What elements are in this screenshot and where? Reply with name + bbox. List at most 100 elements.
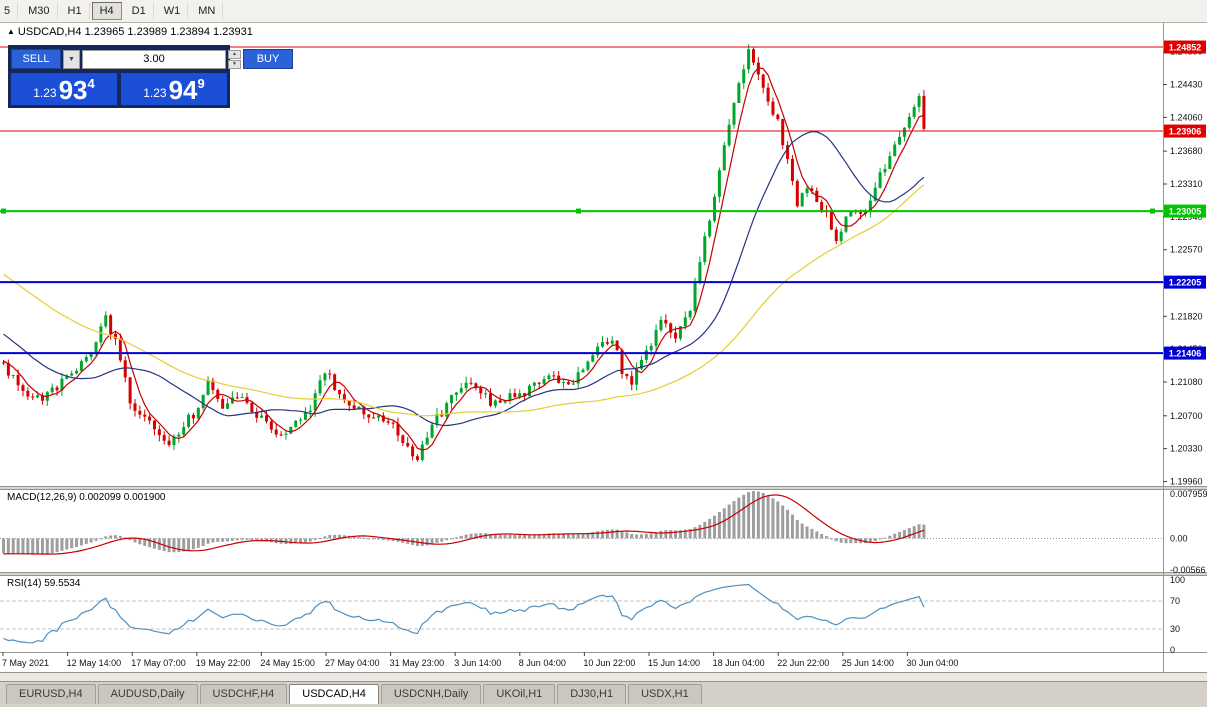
svg-text:1.20330: 1.20330 <box>1170 444 1203 454</box>
rsi-line <box>3 583 925 644</box>
price-chart[interactable]: 1.248001.244301.240601.236801.233101.229… <box>0 22 1207 672</box>
svg-text:24 May 15:00: 24 May 15:00 <box>260 658 315 668</box>
macd-signal-line <box>3 494 925 555</box>
chart-ohlc-header: ▲ USDCAD,H4 1.23965 1.23989 1.23894 1.239… <box>7 26 253 38</box>
one-click-collapse-icon[interactable]: ▲ <box>7 27 15 36</box>
sell-price-prefix: 1.23 <box>33 86 57 100</box>
svg-text:70: 70 <box>1170 596 1180 606</box>
timeframe-button-h4[interactable]: H4 <box>91 2 122 20</box>
svg-text:1.22205: 1.22205 <box>1169 278 1202 288</box>
tab-usdxh1[interactable]: USDX,H1 <box>628 684 702 704</box>
svg-text:30 Jun 04:00: 30 Jun 04:00 <box>906 658 958 668</box>
svg-text:1.24060: 1.24060 <box>1170 112 1203 122</box>
time-scale[interactable]: 7 May 2021 12 May 14:00 17 May 07:00 19 May… <box>2 652 958 668</box>
tab-usdcadh4[interactable]: USDCAD,H4 <box>289 684 379 704</box>
svg-text:10 Jun 22:00: 10 Jun 22:00 <box>583 658 635 668</box>
timeframe-button-m30[interactable]: M30 <box>20 2 58 20</box>
hline-handle <box>576 208 581 214</box>
tab-usdchfh4[interactable]: USDCHF,H4 <box>199 684 288 704</box>
sell-button[interactable]: SELL <box>11 49 61 69</box>
hline-handle <box>1150 208 1155 214</box>
hline-1.23005[interactable] <box>0 208 1163 214</box>
ohlc-low: 1.23894 <box>170 26 210 38</box>
svg-text:1.23310: 1.23310 <box>1170 179 1203 189</box>
price-tag-1.23906: 1.23906 <box>1164 124 1206 138</box>
ma-line-55 <box>3 184 925 417</box>
tab-usdcnhdaily[interactable]: USDCNH,Daily <box>380 684 482 704</box>
volume-up-icon[interactable]: ▲ <box>228 49 241 59</box>
svg-text:1.23005: 1.23005 <box>1169 207 1202 217</box>
chart-symbol-period: USDCAD,H4 <box>17 26 82 38</box>
timeframe-button-h1[interactable]: H1 <box>60 2 90 20</box>
timeframe-toolbar: 5 M30 H1 H4 D1 W1 MN <box>0 0 1207 23</box>
buy-price-big: 94 <box>168 75 198 105</box>
svg-text:17 May 07:00: 17 May 07:00 <box>131 658 186 668</box>
buy-price-box[interactable]: 1.23 94 9 <box>121 73 227 105</box>
hline-handle <box>1 208 6 214</box>
sell-price-box[interactable]: 1.23 93 4 <box>11 73 117 105</box>
ohlc-high: 1.23989 <box>127 26 168 38</box>
tab-audusddaily[interactable]: AUDUSD,Daily <box>97 684 198 704</box>
svg-text:12 May 14:00: 12 May 14:00 <box>67 658 122 668</box>
sell-price-big: 93 <box>58 75 88 105</box>
chart-background <box>0 22 1207 672</box>
svg-text:1.23906: 1.23906 <box>1169 127 1202 137</box>
macd-signal-value: 0.001900 <box>123 492 166 503</box>
svg-text:0.007959: 0.007959 <box>1170 489 1207 499</box>
ohlc-open: 1.23965 <box>84 26 125 38</box>
price-tag-1.23005: 1.23005 <box>1164 204 1206 218</box>
svg-text:1.23680: 1.23680 <box>1170 146 1203 156</box>
svg-text:15 Jun 14:00: 15 Jun 14:00 <box>648 658 700 668</box>
svg-text:27 May 04:00: 27 May 04:00 <box>325 658 380 668</box>
svg-text:1.22570: 1.22570 <box>1170 245 1203 255</box>
svg-text:7 May 2021: 7 May 2021 <box>2 658 49 668</box>
tab-eurusdh4[interactable]: EURUSD,H4 <box>6 684 96 704</box>
tab-ukoilh1[interactable]: UKOil,H1 <box>483 684 556 704</box>
horizontal-scrollbar[interactable] <box>0 672 1207 682</box>
rsi-header: RSI(14) 59.5534 <box>7 578 81 589</box>
price-tag-1.22205: 1.22205 <box>1164 275 1206 289</box>
svg-text:19 May 22:00: 19 May 22:00 <box>196 658 251 668</box>
svg-text:1.24852: 1.24852 <box>1169 43 1202 53</box>
svg-text:1.24430: 1.24430 <box>1170 80 1203 90</box>
volume-down-icon[interactable]: ▼ <box>228 59 241 69</box>
svg-text:3 Jun 14:00: 3 Jun 14:00 <box>454 658 501 668</box>
svg-text:1.20700: 1.20700 <box>1170 411 1203 421</box>
pane-separator-1[interactable] <box>0 486 1207 490</box>
svg-text:18 Jun 04:00: 18 Jun 04:00 <box>713 658 765 668</box>
pane-separator-2[interactable] <box>0 572 1207 576</box>
svg-text:1.21080: 1.21080 <box>1170 377 1203 387</box>
svg-text:8 Jun 04:00: 8 Jun 04:00 <box>519 658 566 668</box>
volume-stepper: ▲ ▼ <box>228 49 241 69</box>
moving-averages <box>3 67 925 451</box>
macd-main-value: 0.002099 <box>79 492 121 503</box>
svg-text:31 May 23:00: 31 May 23:00 <box>390 658 445 668</box>
rsi-value: 59.5534 <box>44 578 81 589</box>
buy-price-prefix: 1.23 <box>143 86 167 100</box>
svg-text:0.00: 0.00 <box>1170 533 1188 543</box>
svg-text:-0.00566: -0.00566 <box>1170 565 1206 575</box>
price-tag-1.21406: 1.21406 <box>1164 346 1206 360</box>
volume-dropdown[interactable]: ▼ <box>63 49 80 69</box>
volume-input[interactable] <box>82 49 226 69</box>
timeframe-button-5[interactable]: 5 <box>0 2 19 20</box>
timeframe-button-w1[interactable]: W1 <box>156 2 189 20</box>
svg-text:1.21820: 1.21820 <box>1170 311 1203 321</box>
candles <box>2 44 926 462</box>
timeframe-button-d1[interactable]: D1 <box>124 2 154 20</box>
chevron-down-icon: ▼ <box>68 55 75 63</box>
ma-line-21 <box>3 131 925 427</box>
svg-text:30: 30 <box>1170 624 1180 634</box>
svg-text:22 Jun 22:00: 22 Jun 22:00 <box>777 658 829 668</box>
svg-text:0: 0 <box>1170 645 1175 655</box>
ma-line-5 <box>3 67 925 451</box>
buy-button[interactable]: BUY <box>243 49 293 69</box>
timeframe-button-mn[interactable]: MN <box>190 2 224 20</box>
tab-dj30h1[interactable]: DJ30,H1 <box>557 684 627 704</box>
macd-header: MACD(12,26,9) 0.002099 0.001900 <box>7 492 166 503</box>
macd-histogram <box>2 491 926 555</box>
svg-text:100: 100 <box>1170 575 1185 585</box>
buy-price-pip: 9 <box>197 76 205 91</box>
svg-text:1.19960: 1.19960 <box>1170 477 1203 487</box>
